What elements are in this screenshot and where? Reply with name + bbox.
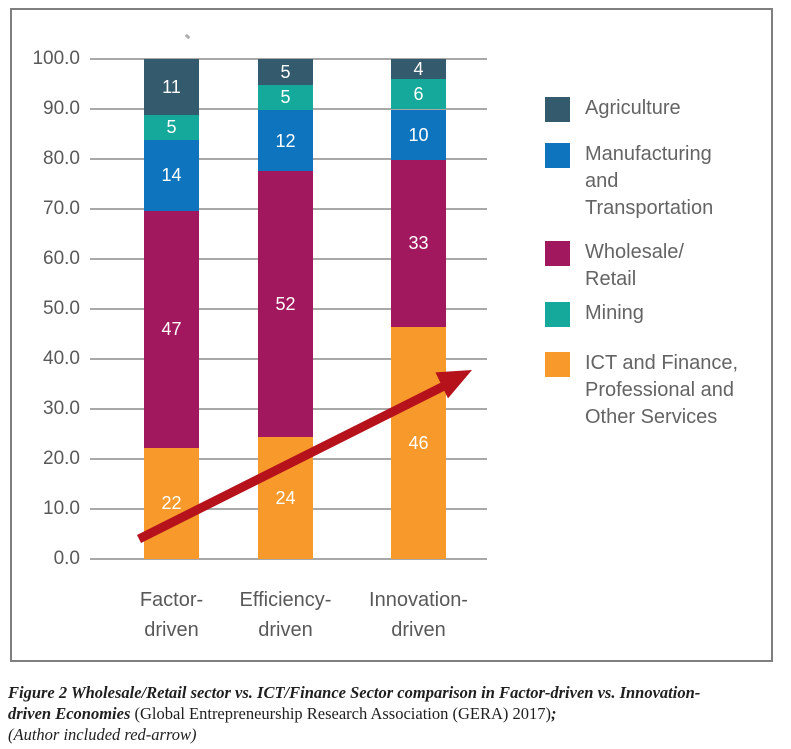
y-axis-tick-label: 30.0 <box>43 398 80 419</box>
legend-label-line: ICT and Finance, <box>585 352 739 374</box>
y-axis-tick-label: 90.0 <box>43 98 80 119</box>
legend: Agriculture Manufacturing and Transportatio… <box>12 10 771 660</box>
y-axis-tick-label: 60.0 <box>43 248 80 269</box>
y-axis-tick-label: 50.0 <box>43 298 80 319</box>
caption-segment: ; <box>551 704 557 723</box>
bar-segment <box>391 59 446 80</box>
figure-caption: Figure 2 Wholesale/Retail sector vs. ICT… <box>8 682 788 745</box>
legend-label-line: Transportation <box>585 197 714 219</box>
legend-label-line: and <box>585 170 619 192</box>
bar-value-label: 22 <box>161 493 182 514</box>
legend-label: ICT and Finance, Professional and Other Se… <box>585 350 738 431</box>
bar-segment <box>144 114 199 140</box>
caption-segment: Figure 2 Wholesale/Retail sector vs. ICT… <box>8 683 701 702</box>
bar-value-label: 47 <box>161 319 182 340</box>
y-axis-tick-label: 0.0 <box>53 548 80 569</box>
legend-label-line: Other Services <box>585 406 718 428</box>
bar-value-label: 5 <box>280 61 291 82</box>
legend-label: Wholesale/Retail <box>585 239 684 293</box>
bar-value-label: 5 <box>166 117 177 138</box>
bar-value-label: 14 <box>161 165 182 186</box>
x-axis-category-label: Efficiency-driven <box>216 585 356 645</box>
caption-segment: (Author included red-arrow) <box>8 725 197 744</box>
legend-swatch <box>545 352 570 377</box>
bar-segment <box>258 84 313 110</box>
y-axis-tick-label: 40.0 <box>43 348 80 369</box>
legend-label-line: Manufacturing <box>585 143 712 165</box>
legend-label-line: Professional and <box>585 379 734 401</box>
bar-value-label: 46 <box>408 432 429 453</box>
x-axis-category-line: driven <box>391 619 446 641</box>
x-axis-category-line: Factor- <box>139 589 204 611</box>
legend-label-line: Mining <box>585 302 644 324</box>
caption-segment: (Global Entrepreneurship Research Associ… <box>134 704 552 723</box>
caption-line: (Author included red-arrow) <box>8 724 788 745</box>
legend-swatch <box>545 143 570 168</box>
bar-segment <box>391 109 446 160</box>
bar-value-label: 11 <box>162 76 181 97</box>
bar-value-label: 12 <box>275 130 296 151</box>
bar-value-label: 10 <box>408 124 429 145</box>
bar-value-label: 24 <box>275 487 296 508</box>
bar-segment <box>258 110 313 172</box>
bar-value-label: 6 <box>413 84 424 105</box>
gridline <box>90 558 487 560</box>
bar-segment <box>258 59 313 85</box>
bar-segment <box>391 160 446 327</box>
legend-swatch <box>545 302 570 327</box>
legend-label: Mining <box>585 300 644 327</box>
legend-label: Manufacturing and Transportation <box>585 141 713 222</box>
x-axis-category-label: Innovation-driven <box>349 585 489 645</box>
x-axis-category-line: driven <box>144 619 199 641</box>
y-axis-tick-label: 100.0 <box>32 48 80 69</box>
bar-value-label: 33 <box>408 233 429 254</box>
legend-label-line: Retail <box>585 268 637 290</box>
x-axis-category-line: Innovation- <box>369 589 468 611</box>
caption-line: Figure 2 Wholesale/Retail sector vs. ICT… <box>8 682 788 703</box>
y-axis-tick-label: 70.0 <box>43 198 80 219</box>
legend-label: Agriculture <box>585 95 681 122</box>
caption-line: driven Economies (Global Entrepreneurshi… <box>8 703 788 724</box>
figure-box: 100.0 90.0 80.0 70.0 60.0 50.0 40.0 30.0 20.0 10.… <box>10 8 773 662</box>
bar-value-label: 4 <box>413 59 424 80</box>
y-axis-tick-label: 80.0 <box>43 148 80 169</box>
x-axis-category-line: driven <box>258 619 313 641</box>
legend-label-line: Wholesale/ <box>585 241 684 263</box>
legend-swatch <box>545 241 570 266</box>
caption-segment: driven Economies <box>8 704 135 723</box>
bar-value-label: 52 <box>275 293 296 314</box>
bar-segment <box>391 79 446 110</box>
y-axis-tick-label: 10.0 <box>43 498 80 519</box>
y-axis-tick-label: 20.0 <box>43 448 80 469</box>
x-axis-category-label: Factor-driven <box>102 585 242 645</box>
bar-segment <box>144 59 199 115</box>
bar-segment <box>144 139 199 211</box>
legend-label-line: Agriculture <box>585 97 681 119</box>
bar-value-label: 5 <box>280 87 291 108</box>
legend-swatch <box>545 97 570 122</box>
x-axis-category-line: Efficiency- <box>239 589 332 611</box>
